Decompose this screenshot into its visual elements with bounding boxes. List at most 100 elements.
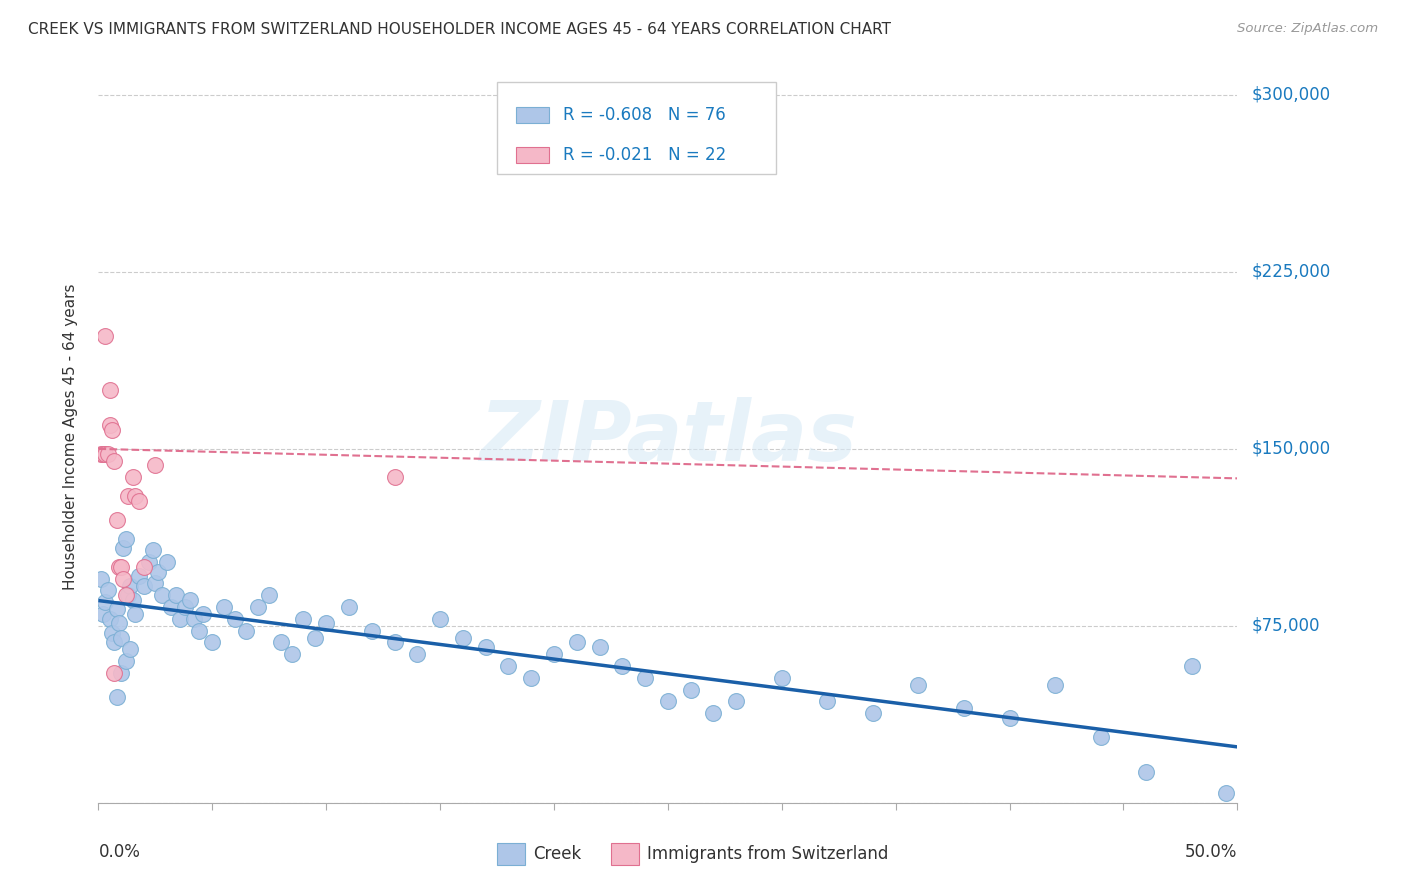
Point <box>451 631 474 645</box>
Point <box>110 666 132 681</box>
FancyBboxPatch shape <box>498 843 526 865</box>
Point <box>193 607 215 621</box>
Text: CREEK VS IMMIGRANTS FROM SWITZERLAND HOUSEHOLDER INCOME AGES 45 - 64 YEARS CORRE: CREEK VS IMMIGRANTS FROM SWITZERLAND HOU… <box>28 22 891 37</box>
FancyBboxPatch shape <box>612 843 640 865</box>
Point <box>98 612 121 626</box>
Point <box>105 690 128 704</box>
Point <box>108 559 131 574</box>
Point <box>117 588 139 602</box>
Point <box>132 579 155 593</box>
Text: R = -0.021   N = 22: R = -0.021 N = 22 <box>562 146 725 164</box>
Point <box>98 418 121 433</box>
Text: ZIPatlas: ZIPatlas <box>479 397 856 477</box>
Point <box>103 453 125 467</box>
Point <box>565 635 588 649</box>
Point <box>612 659 634 673</box>
Point <box>201 635 224 649</box>
Point <box>146 565 169 579</box>
Text: 50.0%: 50.0% <box>1185 843 1237 861</box>
Point <box>128 493 150 508</box>
Point <box>138 555 160 569</box>
Point <box>337 599 360 614</box>
Point <box>520 671 543 685</box>
Point <box>169 612 191 626</box>
Point <box>103 666 125 681</box>
Point <box>429 612 451 626</box>
Point <box>124 607 146 621</box>
Point <box>145 576 167 591</box>
Point <box>543 647 565 661</box>
Point <box>160 599 183 614</box>
Point <box>315 616 337 631</box>
Point <box>384 635 406 649</box>
Point <box>498 659 520 673</box>
Point <box>105 602 128 616</box>
Point <box>1215 786 1237 800</box>
FancyBboxPatch shape <box>516 147 548 163</box>
Point <box>304 631 326 645</box>
Text: $225,000: $225,000 <box>1251 263 1330 281</box>
Point <box>187 624 209 638</box>
Point <box>235 624 257 638</box>
Y-axis label: Householder Income Ages 45 - 64 years: Householder Income Ages 45 - 64 years <box>63 284 77 591</box>
Point <box>474 640 496 654</box>
Point <box>679 682 702 697</box>
Point <box>725 694 748 708</box>
Text: Creek: Creek <box>533 845 582 863</box>
Point <box>110 559 132 574</box>
Point <box>212 599 235 614</box>
Point <box>91 447 114 461</box>
Point <box>224 612 246 626</box>
Point <box>108 616 131 631</box>
Point <box>145 458 167 473</box>
Point <box>121 470 143 484</box>
Text: $150,000: $150,000 <box>1251 440 1330 458</box>
Point <box>110 631 132 645</box>
Point <box>128 569 150 583</box>
Point <box>96 583 118 598</box>
Point <box>1181 659 1204 673</box>
Point <box>588 640 610 654</box>
Point <box>657 694 679 708</box>
Point <box>120 642 142 657</box>
Text: Source: ZipAtlas.com: Source: ZipAtlas.com <box>1237 22 1378 36</box>
Point <box>105 513 128 527</box>
Point <box>90 572 112 586</box>
Point <box>702 706 724 720</box>
Text: $75,000: $75,000 <box>1251 617 1320 635</box>
Point <box>121 593 143 607</box>
Point <box>815 694 838 708</box>
Point <box>112 541 135 555</box>
Point <box>94 328 117 343</box>
Point <box>246 599 269 614</box>
Text: $300,000: $300,000 <box>1251 86 1330 104</box>
Point <box>953 701 976 715</box>
Point <box>634 671 657 685</box>
Point <box>98 383 121 397</box>
Point <box>94 595 117 609</box>
Point <box>117 489 139 503</box>
Point <box>101 423 124 437</box>
FancyBboxPatch shape <box>516 107 548 123</box>
Point <box>101 626 124 640</box>
Point <box>292 612 315 626</box>
Point <box>156 555 179 569</box>
Point <box>270 635 292 649</box>
Point <box>150 588 173 602</box>
Point <box>91 607 114 621</box>
Point <box>103 635 125 649</box>
Point <box>94 447 117 461</box>
Point <box>862 706 884 720</box>
Text: R = -0.608   N = 76: R = -0.608 N = 76 <box>562 106 725 124</box>
Point <box>998 711 1021 725</box>
Point <box>120 579 142 593</box>
Point <box>114 588 136 602</box>
Point <box>907 678 929 692</box>
Point <box>770 671 793 685</box>
Point <box>114 532 136 546</box>
Point <box>165 588 187 602</box>
Point <box>124 489 146 503</box>
Text: Immigrants from Switzerland: Immigrants from Switzerland <box>647 845 889 863</box>
Point <box>360 624 382 638</box>
Point <box>90 447 112 461</box>
